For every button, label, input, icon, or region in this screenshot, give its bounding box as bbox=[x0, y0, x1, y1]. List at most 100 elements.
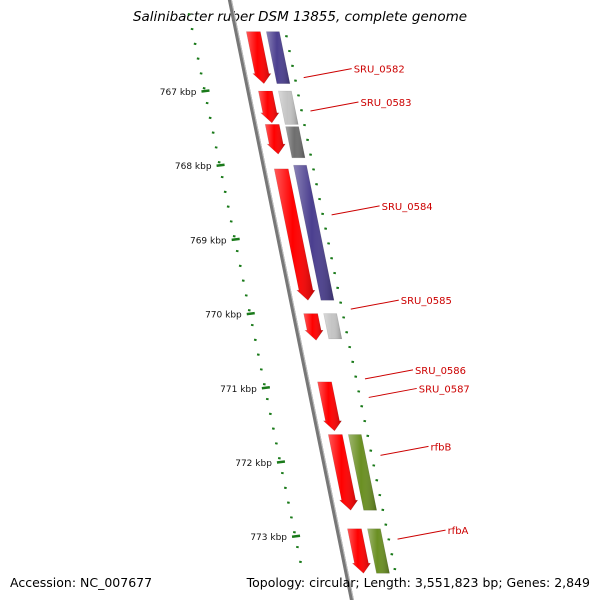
minor-tick bbox=[241, 279, 245, 282]
outer-tick bbox=[306, 138, 309, 142]
major-tick bbox=[246, 311, 255, 316]
outer-tick bbox=[291, 64, 294, 68]
major-tick bbox=[276, 460, 286, 464]
minor-tick bbox=[220, 175, 224, 179]
minor-tick bbox=[265, 397, 269, 401]
minor-tick bbox=[286, 501, 290, 504]
minor-tick bbox=[259, 368, 263, 371]
outer-tick bbox=[345, 331, 349, 334]
accession-text: Accession: NC_007677 bbox=[10, 575, 153, 590]
outer-tick bbox=[321, 212, 325, 216]
scale-label: 767 kbp bbox=[160, 88, 197, 98]
gene-label: SRU_0583 bbox=[360, 98, 411, 109]
minor-tick bbox=[247, 309, 251, 312]
outer-tick bbox=[300, 109, 303, 112]
leader-line bbox=[303, 68, 352, 79]
outer-tick bbox=[318, 197, 322, 201]
outer-tick bbox=[363, 419, 367, 423]
minor-tick bbox=[250, 323, 254, 327]
gene-feature-shade bbox=[278, 91, 299, 125]
outer-tick bbox=[378, 493, 382, 497]
outer-tick bbox=[315, 183, 319, 186]
major-tick bbox=[216, 163, 225, 167]
minor-tick bbox=[199, 72, 203, 75]
minor-tick bbox=[295, 545, 299, 549]
outer-tick bbox=[372, 464, 376, 467]
scale-label: 770 kbp bbox=[205, 311, 242, 321]
minor-tick bbox=[292, 531, 296, 534]
gene-label: SRU_0585 bbox=[401, 296, 452, 307]
major-tick bbox=[201, 89, 210, 93]
leader-line bbox=[368, 387, 417, 398]
outer-tick bbox=[381, 508, 385, 512]
minor-tick bbox=[262, 383, 266, 386]
outer-tick bbox=[339, 301, 343, 304]
minor-tick bbox=[190, 27, 194, 31]
outer-tick bbox=[366, 434, 370, 438]
outer-tick bbox=[393, 567, 397, 571]
minor-tick bbox=[217, 161, 221, 164]
minor-tick bbox=[235, 249, 239, 253]
scale-label: 771 kbp bbox=[220, 385, 257, 395]
major-tick bbox=[261, 386, 270, 390]
minor-tick bbox=[196, 57, 200, 60]
gene-label: SRU_0586 bbox=[415, 366, 466, 377]
gene-feature-shade bbox=[266, 31, 290, 84]
minor-tick bbox=[208, 116, 212, 120]
leader-line bbox=[397, 529, 446, 540]
gene-feature-shade bbox=[293, 165, 334, 301]
minor-tick bbox=[253, 338, 257, 342]
backbone-highlight bbox=[230, 0, 354, 600]
minor-tick bbox=[277, 457, 281, 460]
minor-tick bbox=[229, 220, 233, 223]
minor-tick bbox=[280, 471, 284, 475]
outer-tick bbox=[384, 523, 388, 526]
minor-tick bbox=[193, 42, 197, 46]
minor-tick bbox=[205, 101, 209, 105]
leader-line bbox=[380, 445, 429, 456]
outer-tick bbox=[387, 538, 391, 541]
minor-tick bbox=[214, 146, 218, 149]
leader-line bbox=[310, 101, 359, 112]
minor-tick bbox=[274, 442, 278, 445]
outer-tick bbox=[297, 94, 300, 97]
outer-tick bbox=[369, 449, 373, 452]
gene-feature-shade bbox=[317, 381, 342, 431]
gene-label: rfbB bbox=[431, 442, 452, 453]
topology-text: Topology: circular; Length: 3,551,823 bp… bbox=[246, 575, 590, 590]
gene-feature-shade bbox=[285, 126, 305, 158]
gene-feature-shade bbox=[348, 434, 377, 511]
outer-tick bbox=[327, 242, 331, 245]
outer-tick bbox=[375, 479, 379, 482]
gene-feature-shade bbox=[347, 528, 371, 574]
scale-label: 769 kbp bbox=[190, 236, 227, 246]
outer-tick bbox=[309, 153, 312, 156]
minor-tick bbox=[256, 353, 260, 356]
minor-tick bbox=[268, 412, 272, 416]
minor-tick bbox=[244, 294, 248, 297]
minor-tick bbox=[187, 13, 191, 16]
outer-tick bbox=[342, 316, 346, 319]
outer-tick bbox=[348, 345, 352, 349]
outer-tick bbox=[351, 360, 355, 364]
minor-tick bbox=[226, 205, 230, 208]
major-tick bbox=[231, 237, 240, 242]
gene-feature-shade bbox=[367, 528, 390, 574]
outer-tick bbox=[333, 271, 337, 275]
minor-tick bbox=[223, 190, 227, 194]
gene-label: SRU_0584 bbox=[382, 202, 433, 213]
minor-tick bbox=[289, 516, 293, 519]
outer-tick bbox=[336, 286, 340, 290]
outer-tick bbox=[303, 123, 306, 127]
scale-label: 772 kbp bbox=[235, 459, 272, 469]
major-tick bbox=[291, 534, 301, 538]
outer-tick bbox=[288, 49, 291, 53]
outer-tick bbox=[357, 390, 361, 393]
gene-feature-shade bbox=[328, 434, 358, 511]
outer-tick bbox=[285, 35, 288, 38]
leader-line bbox=[350, 299, 399, 310]
minor-tick bbox=[238, 264, 242, 268]
gene-feature-shade bbox=[258, 91, 279, 123]
